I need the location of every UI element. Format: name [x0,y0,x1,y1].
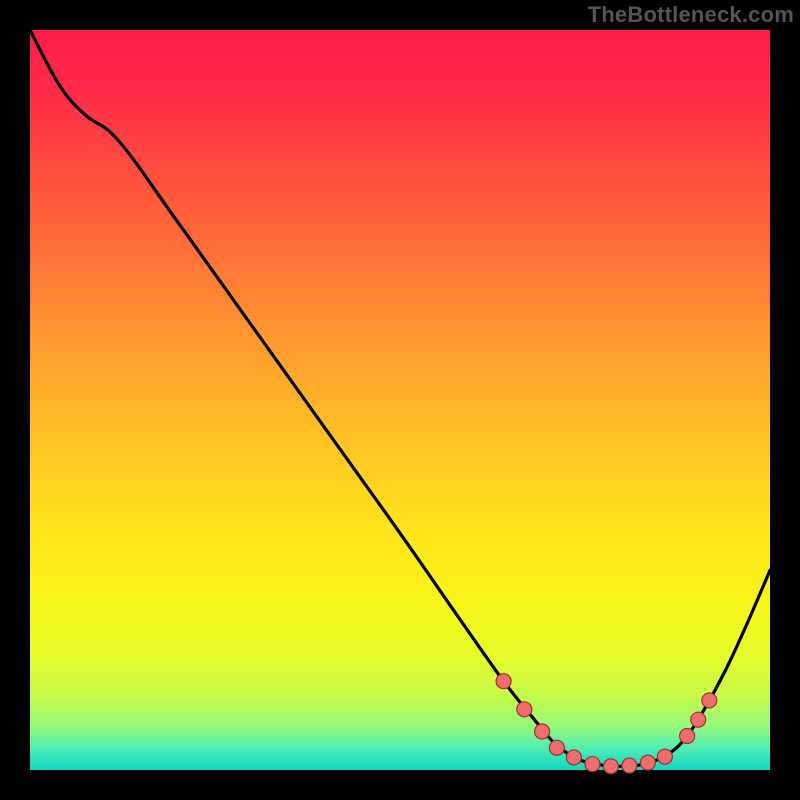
chart-stage: TheBottleneck.com [0,0,800,800]
marker-dot [657,749,672,764]
gradient-background [30,30,770,770]
marker-dot [702,693,717,708]
marker-dot [535,724,550,739]
marker-dot [640,755,655,770]
marker-dot [566,750,581,765]
marker-dot [680,728,695,743]
marker-dot [585,757,600,772]
marker-dot [517,702,532,717]
marker-dot [603,759,618,774]
marker-dot [496,674,511,689]
watermark-text: TheBottleneck.com [588,2,794,28]
bottleneck-curve-chart [0,0,800,800]
marker-dot [622,758,637,773]
marker-dot [691,712,706,727]
marker-dot [549,740,564,755]
